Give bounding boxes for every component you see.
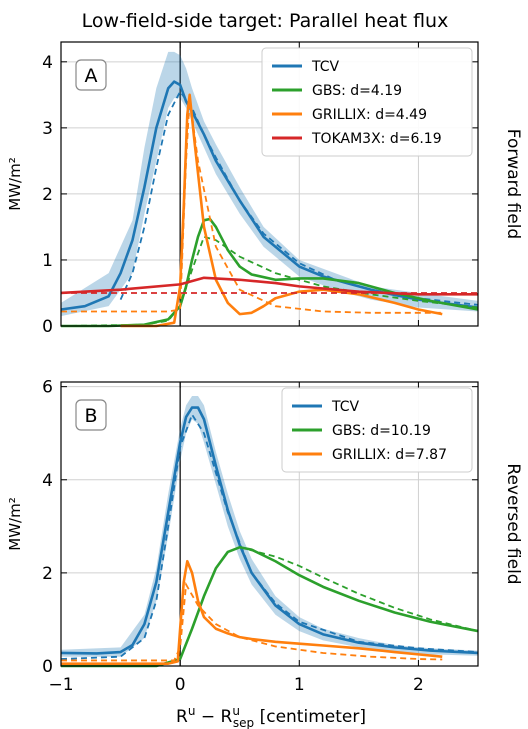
legend-box	[261, 47, 473, 157]
series-band-tcv	[61, 51, 478, 317]
y-axis-label: MW/m²	[6, 157, 24, 210]
plot-frame	[60, 41, 479, 327]
series-line-gbs-d-10-19	[61, 545, 479, 668]
y-axis-label: MW/m²	[6, 497, 24, 550]
panel-letter: A	[75, 59, 107, 91]
series-fit-gbs-d-10-19	[239, 546, 479, 632]
plot-frame	[60, 381, 479, 667]
legend-item-tokam3x-d-6-19: TOKAM3X: d=6.19	[272, 131, 442, 147]
series-line-tcv	[60, 80, 479, 311]
panel-letter: B	[75, 399, 107, 431]
legend: TCV GBS: d=10.19 GRILLIX: d=7.87	[281, 387, 473, 473]
side-label: Forward field	[503, 129, 523, 239]
legend-item-grillix-d-7-87: GRILLIX: d=7.87	[292, 447, 447, 463]
legend-box	[281, 387, 473, 473]
series-gbs-d-4-19	[60, 217, 479, 328]
y-tick-label-3: 6	[42, 378, 53, 398]
panel-letter-box	[75, 59, 107, 91]
series-tokam3x-d-6-19	[60, 276, 478, 296]
legend-item-tcv: TCV	[272, 59, 340, 75]
legend-label: TCV	[311, 59, 340, 75]
x-tick-label-1: 0	[175, 675, 186, 695]
y-tick-label-1: 2	[42, 564, 53, 584]
y-tick-label-0: 0	[42, 317, 53, 337]
panel-letter-box	[75, 399, 107, 431]
series-fit-tcv	[60, 412, 479, 660]
legend-item-grillix-d-4-49: GRILLIX: d=4.49	[272, 107, 427, 123]
y-tick-label-4: 4	[42, 53, 53, 73]
series-line-grillix-d-7-87	[61, 559, 443, 665]
x-tick-label-2: 1	[294, 675, 305, 695]
legend-item-gbs-d-10-19: GBS: d=10.19	[292, 423, 431, 439]
legend-label: GRILLIX: d=7.87	[332, 447, 447, 463]
series-line-tcv	[60, 406, 479, 655]
figure-title: Low-field-side target: Parallel heat flu…	[82, 10, 449, 32]
y-tick-label-1: 1	[42, 251, 53, 271]
legend: TCV GBS: d=4.19 GRILLIX: d=4.49 TOKAM3X: d=…	[261, 47, 473, 157]
series-fit-gbs-d-4-19	[60, 235, 479, 327]
series-tcv	[60, 51, 479, 317]
side-label: Reversed field	[503, 463, 523, 584]
series-line-gbs-d-4-19	[61, 217, 479, 328]
y-tick-label-2: 2	[42, 185, 53, 205]
legend-item-gbs-d-4-19: GBS: d=4.19	[272, 83, 402, 99]
y-tick-label-0: 0	[42, 657, 53, 677]
legend-label: GRILLIX: d=4.49	[312, 107, 427, 123]
legend-label: GBS: d=4.19	[312, 83, 402, 99]
x-tick-label-0: −1	[48, 675, 73, 695]
panel-a: 0 1 2 3 4 MW/m² Forward field A TCV GBS: d=4.19 GR…	[6, 41, 523, 337]
series-line-tokam3x-d-6-19	[60, 276, 478, 296]
panel-letter-text: B	[84, 405, 97, 427]
legend-label: TCV	[331, 399, 360, 415]
legend-label: GBS: d=10.19	[332, 423, 431, 439]
legend-label: TOKAM3X: d=6.19	[311, 131, 442, 147]
x-axis-label: Ru − Ru sep [centimeter]	[176, 704, 366, 729]
series-band-tcv	[61, 395, 478, 657]
series-grillix-d-7-87	[61, 559, 443, 665]
x-tick-label-3: 2	[413, 675, 424, 695]
series-tcv	[60, 395, 479, 660]
legend-item-tcv: TCV	[292, 399, 360, 415]
panel-letter-text: A	[85, 65, 98, 87]
y-tick-label-3: 3	[42, 119, 53, 139]
series-fit-grillix-d-4-49	[61, 98, 443, 314]
y-tick-label-2: 4	[42, 471, 53, 491]
series-gbs-d-10-19	[61, 545, 479, 668]
